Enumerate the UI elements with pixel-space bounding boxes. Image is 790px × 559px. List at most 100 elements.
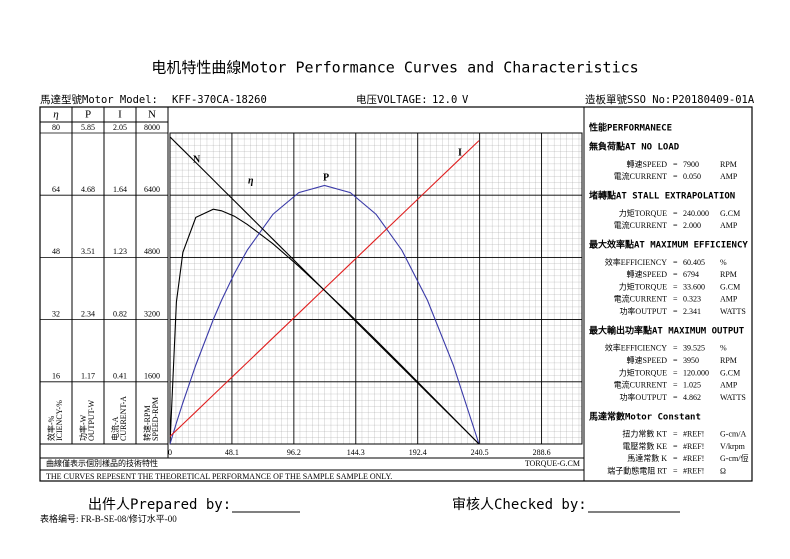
row-value: 0.323 [683, 295, 701, 304]
row-unit: AMP [720, 221, 738, 230]
section-heading: 最大效率點AT MAXIMUM EFFICIENCY [589, 239, 748, 251]
section-heading: 堵轉點AT STALL EXTRAPOLATION [589, 190, 735, 202]
model-label: 馬達型號Motor Model: [40, 93, 158, 106]
x-axis-label: TORQUE-G.CM [525, 459, 580, 468]
y-tick-label: 3.51 [81, 247, 95, 256]
curve [169, 208, 480, 445]
section-heading: 無負荷點AT NO LOAD [589, 141, 680, 153]
row-unit: V/krpm [720, 442, 746, 451]
title: 电机特性曲線Motor Performance Curves and Chara… [151, 59, 638, 77]
prepared-by: 出件人Prepared by: [88, 497, 231, 513]
checked-by: 审核人Checked by: [452, 497, 587, 513]
x-tick-label: 192.4 [409, 448, 427, 457]
y-tick-label: 5.85 [81, 123, 95, 132]
frame [39, 106, 753, 482]
row-eq: = [673, 172, 678, 181]
row-unit: G-cm/侸 [720, 454, 748, 463]
axis-label: CURRENT-A [119, 396, 128, 441]
row-value: 120.000 [683, 368, 709, 377]
x-tick-label: 144.3 [347, 448, 365, 457]
y-tick-label: 32 [52, 309, 60, 318]
axis-label: 功率-W [78, 414, 88, 441]
row-label: 電流CURRENT [614, 294, 667, 304]
row-eq: = [673, 270, 678, 279]
y-tick-label: 2.05 [113, 123, 127, 132]
sso-label: 造板單號SSO No: [585, 93, 671, 106]
row-unit: WATTS [720, 307, 746, 316]
voltage: 12.0 [432, 94, 457, 106]
row-eq: = [673, 356, 678, 365]
row-value: 4.862 [683, 393, 701, 402]
y-tick-label: 0.82 [113, 309, 127, 318]
row-unit: G.CM [720, 209, 740, 218]
row-label: 端子動態電阻 RT [607, 466, 667, 476]
row-value: #REF! [683, 442, 704, 451]
row-value: 1.025 [683, 381, 701, 390]
row-value: 3950 [683, 356, 699, 365]
x-tick-label: 240.5 [471, 448, 489, 457]
axis-label: ICIENCY-% [55, 400, 64, 441]
x-tick-label: 288.6 [533, 448, 551, 457]
y-tick-label: 80 [52, 123, 60, 132]
y-tick-label: 3200 [144, 309, 160, 318]
row-unit: RPM [720, 356, 737, 365]
row-label: 轉速SPEED [627, 159, 668, 169]
y-tick-label: 16 [52, 372, 60, 381]
note-cn: 曲線僅表示個別樣品的技術特性 [46, 458, 158, 468]
axis-label: 效率-% [46, 415, 56, 441]
section-heading: 最大輸出功率點AT MAXIMUM OUTPUT [589, 324, 745, 336]
axis-label: SPEED-RPM [151, 397, 160, 441]
curve-label: P [323, 172, 329, 183]
row-value: 7900 [683, 160, 699, 169]
column-header: N [148, 109, 156, 121]
row-eq: = [673, 454, 678, 463]
panel-title: 性能PERFORMANECE [589, 122, 672, 134]
y-tick-label: 1600 [144, 372, 160, 381]
curve-label: N [193, 154, 201, 165]
row-unit: AMP [720, 381, 738, 390]
column-header: η [53, 109, 58, 121]
note-en: THE CURVES REPESENT THE THEORETICAL PERF… [46, 472, 392, 481]
row-value: 33.600 [683, 282, 705, 291]
row-eq: = [673, 258, 678, 267]
row-unit: RPM [720, 160, 737, 169]
row-label: 電流CURRENT [614, 220, 667, 230]
row-label: 效率EFFICIENCY [605, 343, 667, 353]
row-eq: = [673, 467, 678, 476]
voltage-unit: V [462, 94, 469, 106]
row-unit: G.CM [720, 282, 740, 291]
row-unit: % [720, 344, 727, 353]
row-value: #REF! [683, 454, 704, 463]
row-value: 39.525 [683, 344, 705, 353]
y-tick-label: 4.68 [81, 185, 95, 194]
row-eq: = [673, 381, 678, 390]
x-tick-label: 0 [168, 448, 172, 457]
row-eq: = [673, 160, 678, 169]
row-value: 60.405 [683, 258, 705, 267]
row-value: 2.341 [683, 307, 701, 316]
row-label: 電流CURRENT [614, 380, 667, 390]
row-eq: = [673, 430, 678, 439]
axis-label: 电流-A [110, 416, 120, 441]
row-eq: = [673, 344, 678, 353]
row-unit: G-cm/A [720, 430, 746, 439]
row-unit: AMP [720, 295, 738, 304]
curve [169, 140, 480, 437]
row-unit: G.CM [720, 368, 740, 377]
row-eq: = [673, 282, 678, 291]
row-eq: = [673, 368, 678, 377]
row-label: 電壓常數 KE [622, 441, 667, 451]
x-tick-label: 48.1 [225, 448, 239, 457]
y-tick-label: 1.17 [81, 372, 95, 381]
row-label: 力矩TORQUE [619, 281, 667, 291]
row-value: 2.000 [683, 221, 701, 230]
curve [169, 184, 480, 445]
row-label: 功率OUTPUT [619, 392, 667, 402]
column-header: P [85, 109, 91, 121]
column-header: I [118, 109, 122, 121]
voltage-label: 电压VOLTAGE: [356, 93, 428, 106]
y-tick-label: 48 [52, 247, 60, 256]
sso: P20180409-01A [672, 94, 755, 106]
axis-label: OUTPUT-W [87, 400, 96, 441]
